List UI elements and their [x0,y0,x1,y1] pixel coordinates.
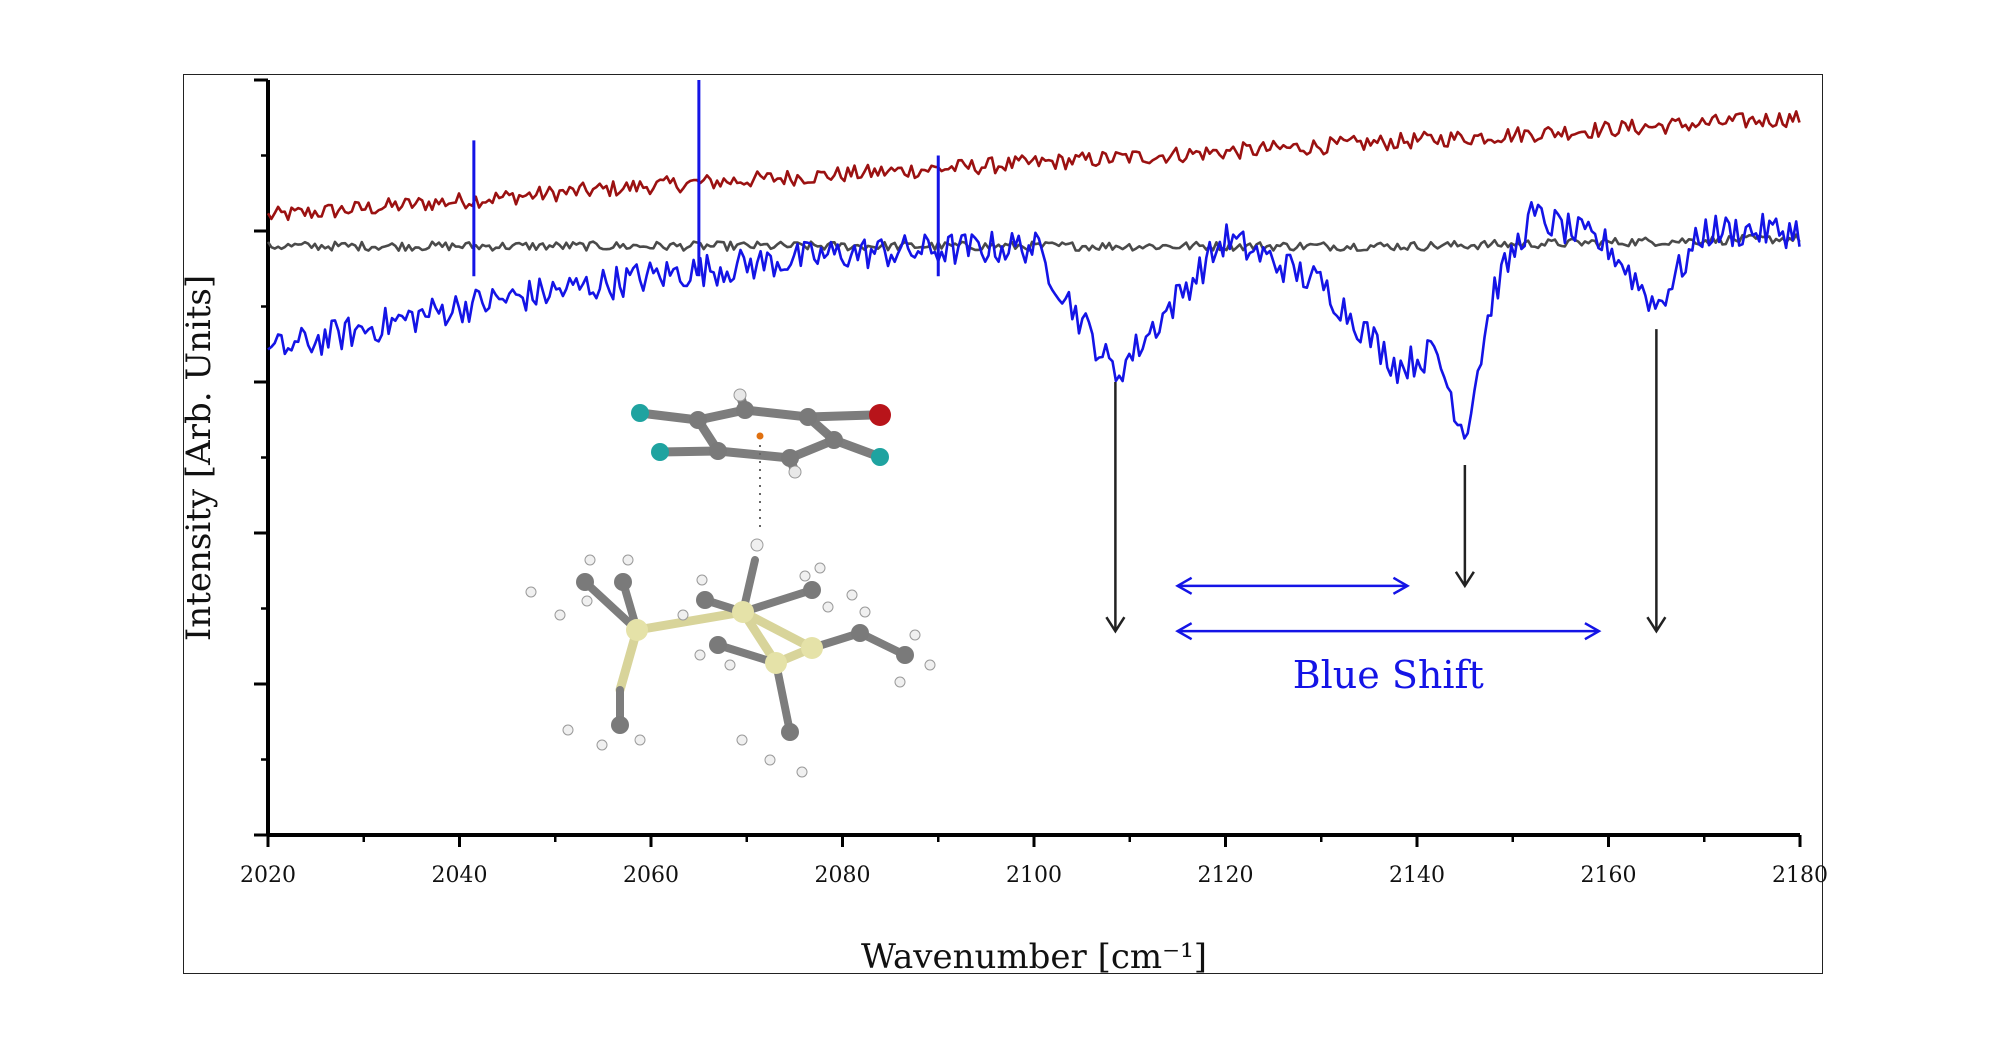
blue-shift-label: Blue Shift [1293,653,1484,697]
blue-shift-arrow-head-right [1584,622,1602,641]
series-line [266,110,1801,222]
series-group [266,80,1801,440]
x-axis-title: Wavenumber [cm⁻¹] [861,937,1207,977]
blue-shift-arrow-head-right [1392,576,1410,595]
blue-shift-arrow-head-left [1175,622,1193,641]
down-arrow-head [1105,616,1126,634]
axes: 2020 2040 2060 2080 2100 2120 2140 2160 2180 Wave… [179,78,1828,977]
molecular-structure-icon [525,388,936,778]
x-tick-label: 2120 [1198,863,1254,888]
x-tick-label: 2020 [240,863,296,888]
x-tick-label: 2100 [1006,863,1062,888]
annotations-group: Blue Shift [1105,329,1667,697]
down-arrow-head [1454,571,1475,589]
blue-shift-arrow-head-left [1175,576,1193,595]
x-tick-label: 2060 [623,863,679,888]
x-tick-label: 2140 [1389,863,1445,888]
x-tick-label: 2040 [432,863,488,888]
x-tick-label: 2160 [1581,863,1637,888]
figure-frame [183,74,1823,974]
series-line [267,201,1801,440]
down-arrow-head [1646,616,1667,634]
y-axis-title: Intensity [Arb. Units] [179,275,219,641]
x-tick-label: 2180 [1772,863,1828,888]
x-tick-label: 2080 [815,863,871,888]
